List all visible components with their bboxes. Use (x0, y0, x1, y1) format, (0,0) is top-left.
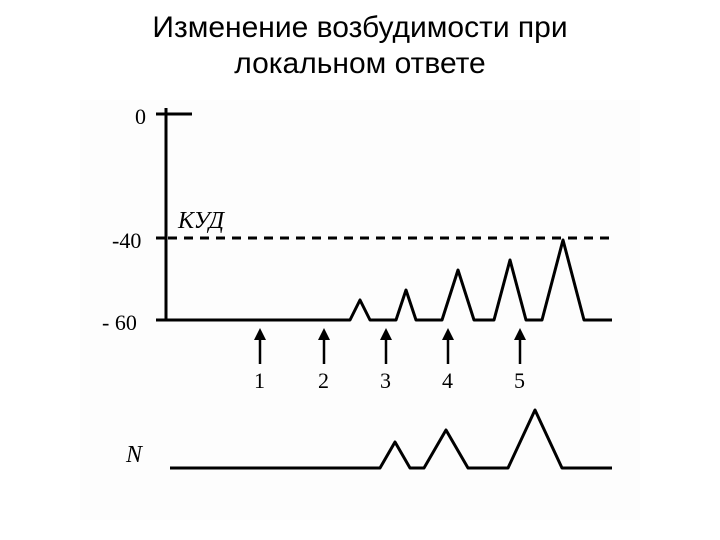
arrow-head-1 (254, 328, 266, 340)
upper-trace (166, 240, 612, 320)
y-tick-label-1: -40 (112, 228, 141, 253)
arrow-head-4 (442, 328, 454, 340)
arrow-head-3 (380, 328, 392, 340)
kud-label: КУД (177, 208, 226, 234)
arrow-label-3: 3 (380, 368, 391, 393)
title-line-1: Изменение возбудимости при (152, 11, 567, 44)
arrow-label-4: 4 (442, 368, 453, 393)
physiology-diagram: 0 -40 - 60 КУД 1 2 3 4 5 N (80, 100, 640, 520)
lower-trace (170, 410, 612, 468)
arrow-head-5 (514, 328, 526, 340)
arrow-label-5: 5 (514, 368, 525, 393)
arrow-label-2: 2 (318, 368, 329, 393)
y-tick-label-0: 0 (135, 104, 146, 129)
y-tick-label-2: - 60 (102, 310, 137, 335)
diagram-svg: 0 -40 - 60 КУД 1 2 3 4 5 N (80, 100, 640, 520)
page-title: Изменение возбудимости при локальном отв… (0, 0, 720, 82)
arrow-head-2 (318, 328, 330, 340)
title-line-2: локальном ответе (234, 47, 485, 80)
n-label: N (125, 442, 144, 468)
arrow-label-1: 1 (254, 368, 265, 393)
